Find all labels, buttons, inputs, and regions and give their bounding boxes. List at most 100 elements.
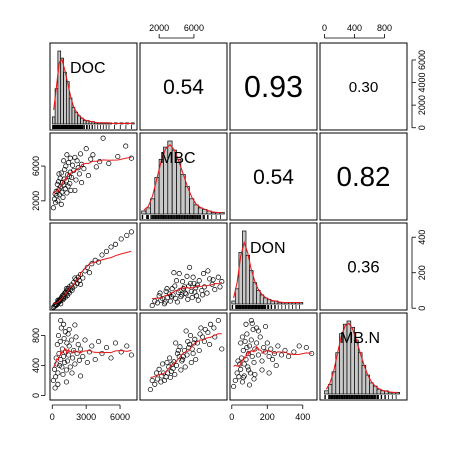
histogram-bar [176, 158, 182, 215]
scatter-point [58, 325, 64, 331]
scatter-point [59, 189, 65, 195]
scatter-point [266, 370, 272, 376]
scatter-point [207, 276, 213, 282]
scatter-point [149, 303, 155, 309]
scatter-point [252, 371, 258, 378]
scatter-point [180, 279, 186, 285]
scatter-point [61, 321, 67, 327]
scatter-point [69, 370, 75, 376]
scatter-point [149, 377, 155, 384]
correlation-value: 0.54 [253, 166, 294, 189]
scatter-point [63, 163, 69, 169]
scatter-point [169, 286, 175, 292]
scatter-point [259, 367, 265, 373]
scatter-point [239, 334, 245, 340]
scatter-point [217, 284, 223, 290]
scatter-point [64, 340, 70, 346]
scatter-point [188, 288, 194, 294]
histogram-bar [141, 210, 147, 215]
scatter-point [108, 355, 114, 361]
axis-tick-label: 200 [417, 265, 427, 280]
panel-frame [49, 222, 138, 311]
correlation-value: 0.82 [337, 161, 391, 192]
scatter-point [68, 337, 75, 343]
density-line [233, 240, 301, 304]
scatter-point [168, 294, 174, 300]
scatter-point [55, 381, 61, 387]
axis-tick-label: 0 [322, 23, 327, 33]
scatter-point [202, 326, 208, 333]
scatter-point [64, 190, 70, 196]
scatter-point [255, 328, 261, 334]
axis-tick-label: 4000 [417, 73, 427, 93]
scatter-point [184, 273, 190, 279]
scatter-point [275, 343, 281, 349]
scatter-mbc_vs_doc [50, 135, 134, 211]
histogram-bar [180, 174, 186, 215]
scatter-point [257, 334, 263, 340]
scatter-point [82, 337, 88, 343]
smoother-line [152, 281, 223, 299]
scatter-point [273, 362, 279, 369]
scatter-point [196, 278, 202, 284]
scatter-point [128, 352, 134, 358]
scatter-point [185, 296, 191, 302]
axis-tick-label: 6000 [184, 23, 204, 33]
scatter-point [180, 356, 186, 363]
scatter-point [196, 347, 202, 354]
histogram-bar [395, 392, 400, 395]
scatter-point [170, 365, 176, 372]
scatter-point [266, 353, 272, 360]
scatter-point [178, 367, 184, 373]
histogram-bar [60, 57, 64, 125]
scatter-point [245, 364, 251, 370]
scatter-point [52, 302, 58, 308]
scatter-point [154, 376, 160, 382]
scatter-point [74, 350, 80, 357]
scatter-point [246, 343, 253, 349]
histogram-bar [245, 254, 250, 305]
scatter-point [205, 268, 211, 274]
scatter-point [76, 171, 82, 177]
scatter-point [190, 274, 196, 280]
scatter-point [118, 349, 124, 355]
variable-label: MBC [160, 150, 196, 167]
axis-tick-label: 800 [31, 328, 41, 343]
scatter-point [66, 326, 72, 333]
scatter-point [71, 347, 77, 354]
scatter-point [75, 341, 81, 348]
scatter-point [171, 270, 177, 276]
scatter-point [161, 377, 167, 384]
scatter-point [100, 135, 106, 141]
scatter-point [251, 376, 257, 382]
scatter-point [167, 355, 173, 361]
scatter-point [164, 359, 170, 366]
axis-tick-label: 400 [31, 358, 41, 373]
scatter-point [79, 180, 85, 186]
scatter-point [232, 377, 238, 384]
histogram-bar [354, 339, 359, 395]
scatter-don_vs_doc [50, 229, 134, 310]
panel-frame [49, 312, 138, 401]
scatter-point [205, 329, 211, 336]
scatter-point [259, 358, 265, 364]
scatter-point [241, 361, 247, 367]
scatter-point [188, 359, 194, 366]
axis-tick-label: 800 [377, 23, 392, 33]
panel-frame [319, 42, 408, 131]
density-line [143, 144, 223, 214]
scatter-point [128, 155, 134, 161]
scatter-point [204, 290, 210, 296]
scatter-point [173, 278, 180, 284]
scatter-point [175, 347, 181, 354]
scatter-point [55, 198, 61, 204]
scatter-point [191, 340, 197, 346]
scatter-point [50, 377, 56, 384]
scatter-point [200, 334, 206, 340]
scatter-point [157, 290, 163, 296]
scatter-point [77, 281, 84, 287]
histogram-bar [71, 107, 76, 125]
scatter-point [179, 292, 185, 298]
scatter-point [183, 328, 189, 334]
histogram-don [231, 230, 304, 309]
